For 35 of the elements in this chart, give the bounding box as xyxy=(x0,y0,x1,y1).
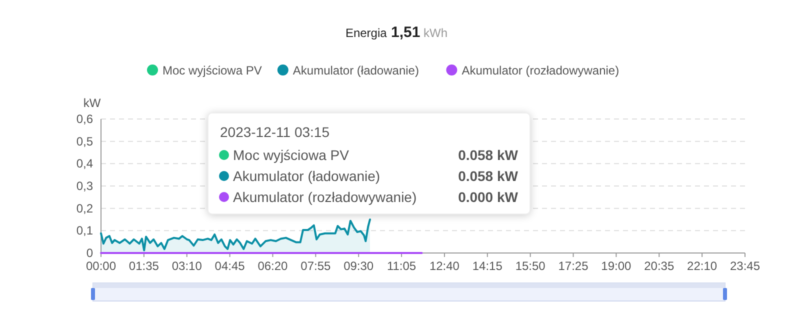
y-tick-label: 0,4 xyxy=(76,156,94,171)
x-tick-label: 20:35 xyxy=(644,259,674,273)
legend-label: Akumulator (ładowanie) xyxy=(233,168,380,184)
y-tick-label: 0,1 xyxy=(76,224,94,238)
legend-label: Moc wyjściowa PV xyxy=(162,64,262,78)
x-tick-label: 04:45 xyxy=(214,259,246,273)
y-tick-label: 0,5 xyxy=(76,134,94,148)
y-tick-label: 0,6 xyxy=(76,112,94,126)
x-tick-label: 01:35 xyxy=(128,259,160,273)
x-tick-label: 14:15 xyxy=(472,259,503,273)
y-tick-label: 0 xyxy=(86,246,94,260)
annotation: 0.058 kW xyxy=(458,168,519,184)
x-tick-label: 15:50 xyxy=(515,259,546,273)
annotation: 0.058 kW xyxy=(458,147,519,163)
x-tick-label: 23:45 xyxy=(730,259,760,273)
text: Moc wyjściowa PV xyxy=(233,147,349,163)
x-tick-label: 11:05 xyxy=(386,259,416,273)
x-tick-label: 12:40 xyxy=(429,259,460,273)
x-tick-label: 19:00 xyxy=(601,259,632,273)
x-tick-label: 00:00 xyxy=(86,259,116,273)
x-tick-label: 03:10 xyxy=(172,259,202,273)
x-tick-label: 09:30 xyxy=(344,259,374,273)
text: Akumulator (ładowanie) xyxy=(292,64,419,78)
chart-title: Energia 1,51 kWh xyxy=(345,24,448,41)
annotation: 2023-12-11 03:15 xyxy=(220,124,330,140)
x-tick-label: 22:10 xyxy=(687,259,718,273)
annotation: 0.000 kW xyxy=(458,189,519,205)
legend-label: Akumulator (rozładowywanie) xyxy=(233,189,417,205)
y-tick-label: 0,2 xyxy=(76,201,94,216)
x-tick-label: 07:55 xyxy=(300,259,332,273)
x-tick-label: 06:20 xyxy=(258,259,288,273)
y-axis-title: kW xyxy=(83,96,102,110)
y-tick-label: 0,3 xyxy=(76,179,94,193)
x-tick-label: 17:25 xyxy=(558,259,589,273)
text: Akumulator (rozładowywanie) xyxy=(462,64,620,78)
